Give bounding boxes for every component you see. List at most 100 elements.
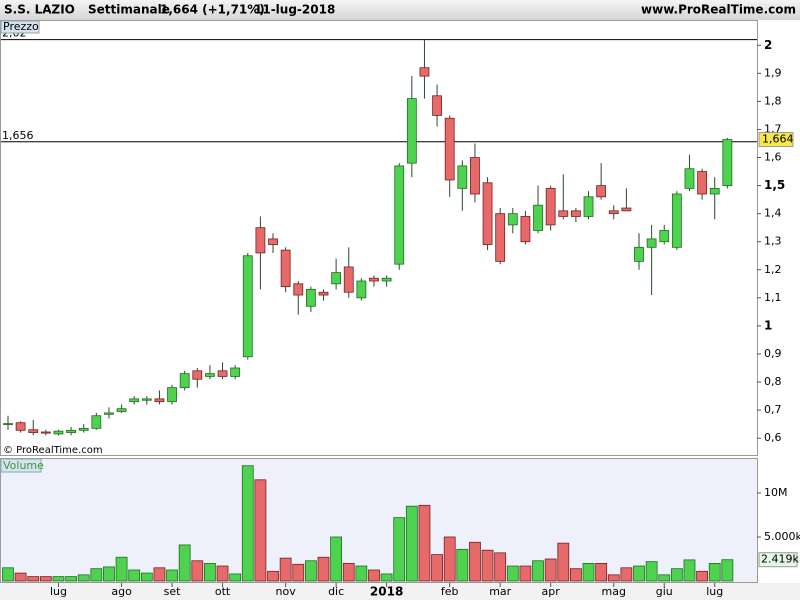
- volume-bar: [279, 557, 292, 582]
- volume-bar: [418, 504, 431, 582]
- volume-bar: [178, 544, 191, 582]
- volume-bar: [570, 568, 582, 582]
- volume-bar: [380, 573, 393, 582]
- volume-bar: [708, 563, 721, 582]
- volume-bar: [39, 576, 52, 582]
- volume-bar: [342, 563, 355, 582]
- candle-body: [192, 370, 203, 380]
- candle-body: [15, 422, 26, 431]
- x-tick-label: apr: [542, 585, 561, 598]
- volume-bar: [696, 570, 708, 582]
- candle-body: [305, 289, 316, 307]
- price-label-box: [0, 20, 40, 34]
- candle-body: [293, 283, 304, 296]
- volume-bar: [2, 567, 14, 582]
- x-tick-label: lug: [706, 585, 723, 598]
- candle-body: [432, 95, 442, 116]
- volume-bar: [191, 560, 204, 582]
- volume-tick-label: 5.000k: [764, 530, 800, 543]
- candle-body: [684, 168, 695, 189]
- candle-body: [268, 238, 278, 245]
- candle-body: [634, 246, 644, 262]
- level-label: 1,656: [2, 129, 34, 142]
- symbol: S.S. LAZIO: [4, 3, 75, 17]
- volume-bar: [204, 563, 216, 582]
- candle-body: [520, 216, 531, 243]
- change: 1,664 (+1,71%): [160, 3, 265, 17]
- y-tick-label: 0,8: [764, 375, 782, 388]
- candle-body: [331, 272, 342, 285]
- x-tick-label: mag: [602, 585, 626, 598]
- volume-bar: [153, 567, 166, 582]
- volume-bar: [216, 565, 229, 582]
- volume-bar: [368, 569, 380, 582]
- candle-body: [318, 291, 329, 296]
- candle-body: [28, 429, 39, 433]
- y-tick-label: 0,9: [764, 347, 782, 360]
- candle-body: [369, 277, 379, 282]
- volume-bar: [506, 565, 519, 582]
- volume-bar: [595, 563, 608, 582]
- y-tick-label: 0,7: [764, 403, 782, 416]
- volume-bar: [52, 576, 65, 582]
- candle-body: [179, 373, 190, 389]
- volume-bar: [355, 565, 368, 582]
- candle-body: [230, 367, 241, 377]
- candle-body: [280, 249, 291, 288]
- volume-bar: [304, 560, 317, 582]
- axis-area: [758, 20, 800, 583]
- volume-bar: [229, 573, 242, 582]
- volume-bar: [77, 574, 90, 582]
- site: www.ProRealTime.com: [641, 3, 796, 17]
- volume-label: Volume: [3, 459, 44, 472]
- candle-body: [116, 408, 127, 412]
- volume-bar: [443, 536, 456, 582]
- volume-bar: [27, 576, 40, 582]
- volume-bar: [14, 572, 27, 582]
- x-tick-label: ago: [111, 585, 132, 598]
- volume-panel: [0, 458, 758, 583]
- candle-body: [40, 431, 51, 434]
- volume-bar: [620, 567, 633, 582]
- header-bar: [0, 0, 800, 20]
- candle-body: [558, 210, 569, 217]
- y-tick-label: 1,6: [764, 151, 782, 164]
- candle-body: [78, 427, 89, 431]
- x-tick-label: set: [164, 585, 181, 598]
- candle-body: [583, 196, 594, 217]
- x-tick-label: mar: [489, 585, 511, 598]
- candle-body: [242, 255, 253, 358]
- candle-body: [205, 373, 215, 377]
- volume-bar: [140, 572, 153, 582]
- volume-bar: [431, 554, 443, 582]
- volume-bar: [658, 574, 671, 582]
- candle-body: [659, 230, 670, 243]
- volume-label-box: [0, 458, 42, 473]
- candle-body: [671, 193, 682, 248]
- candle-body: [141, 398, 152, 401]
- candle-body: [621, 207, 632, 212]
- volume-bar: [267, 570, 279, 582]
- candle-body: [217, 370, 228, 377]
- y-tick-label: 1,1: [764, 291, 782, 304]
- y-tick-label: 1,4: [764, 207, 782, 220]
- period: Settimanale: [88, 3, 170, 17]
- date: 11-lug-2018: [254, 3, 335, 17]
- candle-body: [444, 117, 455, 181]
- x-tick-label: giu: [656, 585, 673, 598]
- volume-bar: [670, 568, 683, 582]
- candle-body: [167, 387, 177, 403]
- price-label: Prezzo: [3, 20, 39, 33]
- candle-body: [3, 423, 13, 425]
- candle-body: [507, 213, 518, 226]
- candle-body: [356, 280, 367, 299]
- candle-body: [154, 398, 165, 403]
- y-tick-label: 1,9: [764, 66, 782, 79]
- y-tick-label: 2: [764, 38, 772, 52]
- candle-body: [571, 210, 581, 217]
- candle-body: [470, 157, 480, 195]
- candle-body: [406, 98, 417, 164]
- volume-bar: [607, 574, 620, 582]
- volume-bar: [393, 517, 406, 582]
